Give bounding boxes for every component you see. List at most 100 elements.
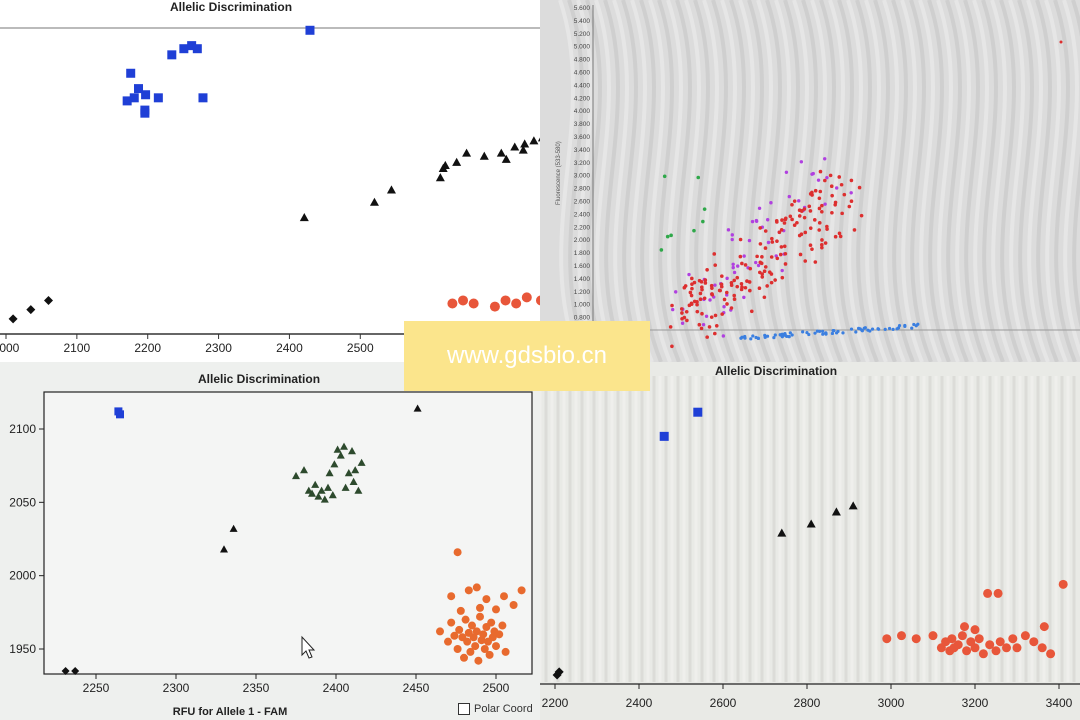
moire-band: [873, 0, 897, 362]
data-point: [699, 326, 704, 331]
data-point: [763, 335, 767, 339]
data-point: [767, 270, 772, 274]
x-tick-label: 2300: [205, 341, 232, 355]
data-point: [825, 175, 829, 180]
data-point-circle: [468, 621, 476, 630]
data-point-circle: [453, 645, 462, 653]
data-point-triangle: [777, 528, 787, 537]
moire-band: [1026, 0, 1050, 362]
moire-band: [648, 0, 672, 362]
moire-band: [783, 0, 807, 362]
checkbox-box[interactable]: [458, 703, 470, 715]
data-point-circle: [517, 586, 526, 595]
data-point-circle: [498, 621, 507, 630]
data-point: [820, 238, 824, 242]
data-point: [668, 325, 673, 329]
moire-band: [612, 0, 636, 362]
data-point: [669, 233, 673, 238]
data-point: [713, 263, 718, 267]
x-tick-label: 2500: [347, 341, 374, 355]
data-point: [713, 313, 718, 318]
x-tick-label: 2500: [483, 681, 510, 695]
data-point: [724, 290, 729, 295]
y-tick-label: 1.200: [574, 289, 591, 296]
data-point-square: [140, 108, 150, 118]
data-point: [712, 252, 717, 256]
x-tick-label: 2600: [710, 696, 737, 710]
data-point: [799, 160, 804, 164]
data-point: [736, 264, 740, 268]
data-point: [743, 263, 748, 267]
data-point-circle: [464, 586, 473, 595]
data-point: [849, 327, 854, 331]
data-point: [713, 283, 717, 287]
data-point: [830, 210, 834, 215]
x-tick-label: 3000: [878, 696, 905, 710]
moire-band: [576, 0, 600, 362]
data-point: [684, 310, 689, 314]
data-point-triangle: [518, 145, 528, 154]
moire-band: [738, 0, 762, 362]
data-point-circle: [476, 603, 484, 612]
y-tick-label: 3.000: [574, 173, 591, 180]
data-point: [747, 238, 752, 243]
moire-band: [900, 0, 924, 362]
data-point: [721, 334, 726, 338]
data-point: [797, 208, 802, 212]
data-point: [725, 276, 729, 281]
data-point: [803, 230, 808, 235]
data-point-circle: [500, 592, 508, 601]
data-point: [819, 243, 824, 247]
y-tick-label: 0.800: [574, 315, 591, 322]
data-point-triangle: [501, 154, 511, 163]
data-point-diamond: [61, 667, 70, 675]
data-point: [897, 323, 902, 328]
data-point: [696, 175, 701, 180]
data-point: [887, 326, 892, 331]
data-point: [820, 245, 824, 250]
data-point: [759, 261, 764, 266]
data-point-circle: [991, 646, 1001, 656]
data-point: [730, 233, 734, 237]
data-point: [765, 218, 770, 222]
data-point: [1059, 40, 1063, 44]
data-point-square: [167, 50, 177, 60]
data-point: [757, 286, 762, 291]
data-point: [912, 322, 916, 327]
data-point-square: [305, 25, 315, 35]
data-point: [802, 215, 807, 220]
data-point-circle: [460, 653, 468, 662]
data-point-circle: [897, 631, 906, 641]
data-point: [797, 199, 801, 203]
data-point-square: [659, 431, 669, 441]
data-point: [750, 219, 755, 224]
data-point-circle: [985, 640, 995, 650]
data-point-triangle: [386, 185, 396, 194]
data-point: [903, 324, 907, 329]
polar-coord-checkbox[interactable]: Polar Coord: [458, 703, 533, 715]
data-point: [868, 329, 872, 333]
x-tick-label: 2000: [0, 341, 20, 355]
data-point-circle: [474, 656, 483, 665]
data-point: [824, 331, 828, 336]
moire-band: [756, 0, 780, 362]
data-point-circle: [1029, 637, 1039, 647]
data-point-circle: [1012, 643, 1022, 653]
data-point: [812, 218, 817, 222]
data-point-circle: [1039, 622, 1049, 632]
data-point: [739, 281, 744, 286]
data-point-triangle: [330, 460, 339, 468]
moire-band: [729, 0, 753, 362]
data-point: [710, 286, 714, 290]
data-point-circle: [466, 647, 475, 656]
data-point: [747, 280, 752, 284]
data-point-square: [122, 96, 132, 106]
data-point: [790, 202, 794, 207]
data-point: [731, 262, 735, 266]
moire-band: [1071, 0, 1080, 329]
data-point-circle: [468, 298, 479, 309]
data-point-triangle: [300, 466, 308, 474]
data-point-triangle: [354, 486, 363, 494]
data-point: [783, 251, 788, 256]
x-tick-label: 2400: [276, 341, 303, 355]
